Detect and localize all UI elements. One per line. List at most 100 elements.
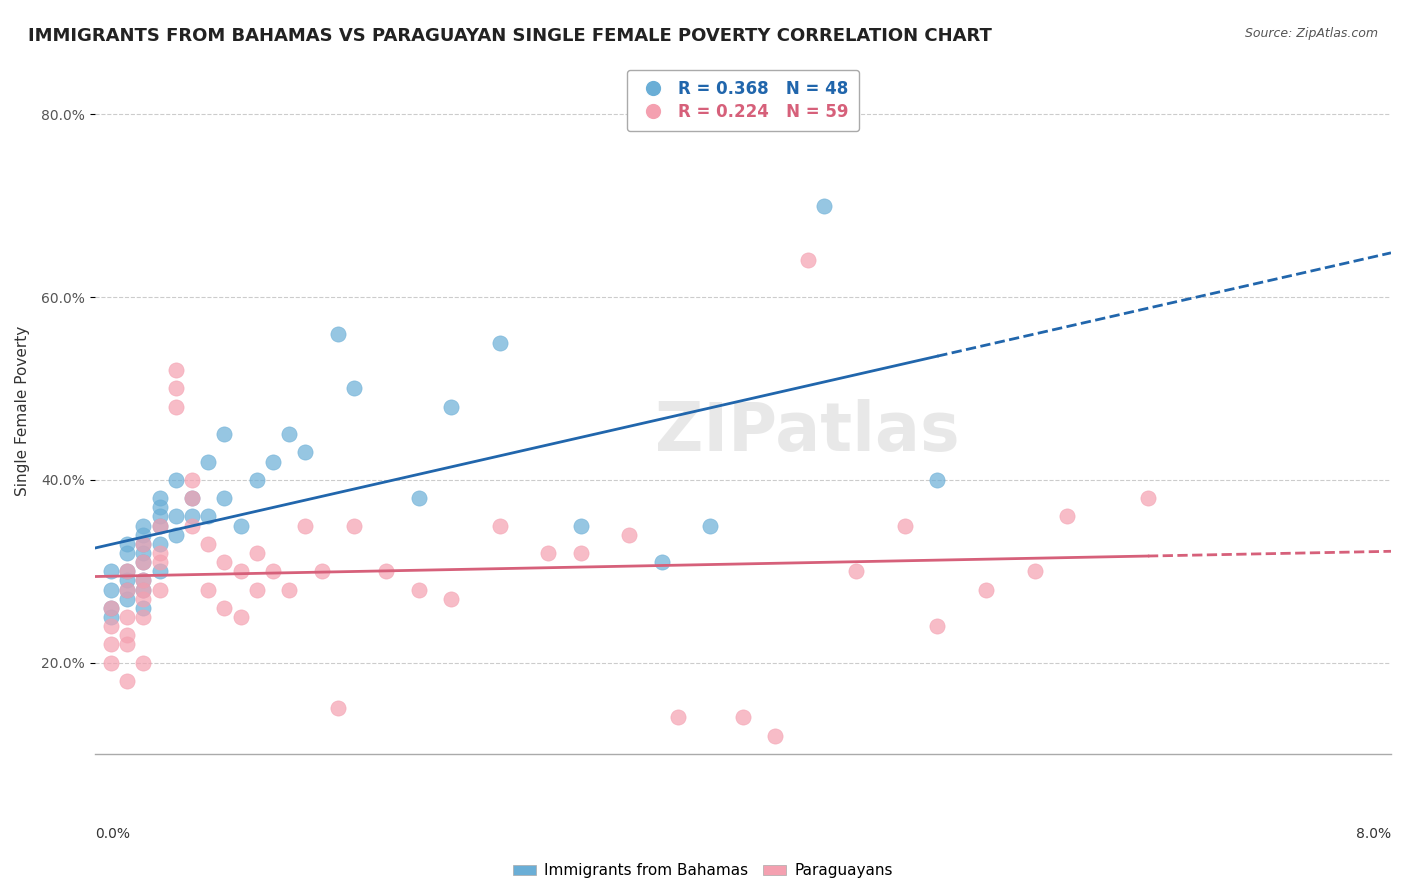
Point — [100, 600, 122, 615]
Point — [262, 454, 284, 468]
Point — [165, 400, 187, 414]
Point — [165, 363, 187, 377]
Point — [197, 537, 219, 551]
Point — [488, 335, 510, 350]
Point — [132, 527, 155, 541]
Point — [197, 582, 219, 597]
Point — [132, 518, 155, 533]
Point — [845, 564, 868, 578]
Point — [666, 710, 689, 724]
Point — [115, 628, 138, 642]
Point — [294, 518, 316, 533]
Point — [115, 582, 138, 597]
Point — [181, 473, 204, 487]
Point — [100, 610, 122, 624]
Point — [165, 527, 187, 541]
Point — [132, 591, 155, 606]
Point — [375, 564, 398, 578]
Point — [440, 400, 463, 414]
Point — [488, 518, 510, 533]
Point — [214, 600, 236, 615]
Point — [100, 619, 122, 633]
Text: IMMIGRANTS FROM BAHAMAS VS PARAGUAYAN SINGLE FEMALE POVERTY CORRELATION CHART: IMMIGRANTS FROM BAHAMAS VS PARAGUAYAN SI… — [28, 27, 993, 45]
Point — [148, 537, 170, 551]
Point — [246, 473, 269, 487]
Point — [197, 454, 219, 468]
Point — [311, 564, 333, 578]
Point — [148, 582, 170, 597]
Point — [229, 610, 252, 624]
Point — [214, 427, 236, 442]
Point — [115, 610, 138, 624]
Text: Source: ZipAtlas.com: Source: ZipAtlas.com — [1244, 27, 1378, 40]
Point — [132, 600, 155, 615]
Point — [132, 574, 155, 588]
Point — [115, 564, 138, 578]
Point — [796, 253, 818, 268]
Point — [100, 582, 122, 597]
Text: 8.0%: 8.0% — [1355, 827, 1391, 841]
Point — [651, 555, 673, 569]
Point — [115, 574, 138, 588]
Point — [132, 582, 155, 597]
Point — [148, 518, 170, 533]
Legend: R = 0.368   N = 48, R = 0.224   N = 59: R = 0.368 N = 48, R = 0.224 N = 59 — [627, 70, 859, 131]
Point — [132, 582, 155, 597]
Text: ZIPatlas: ZIPatlas — [655, 399, 960, 465]
Point — [148, 509, 170, 524]
Point — [115, 637, 138, 651]
Point — [246, 582, 269, 597]
Point — [1056, 509, 1078, 524]
Point — [181, 491, 204, 505]
Point — [115, 591, 138, 606]
Point — [148, 555, 170, 569]
Point — [278, 427, 301, 442]
Point — [148, 564, 170, 578]
Point — [229, 518, 252, 533]
Point — [115, 564, 138, 578]
Point — [343, 518, 366, 533]
Point — [927, 473, 949, 487]
Point — [197, 509, 219, 524]
Point — [100, 564, 122, 578]
Point — [132, 555, 155, 569]
Point — [115, 673, 138, 688]
Point — [699, 518, 721, 533]
Point — [1024, 564, 1046, 578]
Point — [181, 518, 204, 533]
Legend: Immigrants from Bahamas, Paraguayans: Immigrants from Bahamas, Paraguayans — [508, 857, 898, 884]
Point — [408, 491, 430, 505]
Point — [894, 518, 917, 533]
Point — [132, 574, 155, 588]
Point — [278, 582, 301, 597]
Point — [148, 500, 170, 515]
Point — [619, 527, 641, 541]
Point — [115, 546, 138, 560]
Point — [100, 656, 122, 670]
Point — [181, 491, 204, 505]
Point — [326, 701, 349, 715]
Point — [408, 582, 430, 597]
Point — [214, 555, 236, 569]
Point — [343, 381, 366, 395]
Point — [115, 537, 138, 551]
Point — [229, 564, 252, 578]
Text: 0.0%: 0.0% — [94, 827, 129, 841]
Point — [569, 518, 592, 533]
Point — [537, 546, 560, 560]
Point — [132, 546, 155, 560]
Point — [132, 537, 155, 551]
Point — [148, 546, 170, 560]
Point — [1136, 491, 1159, 505]
Point — [294, 445, 316, 459]
Point — [974, 582, 997, 597]
Point — [132, 656, 155, 670]
Point — [132, 610, 155, 624]
Point — [148, 518, 170, 533]
Point — [115, 582, 138, 597]
Y-axis label: Single Female Poverty: Single Female Poverty — [15, 326, 30, 497]
Point — [100, 637, 122, 651]
Point — [165, 381, 187, 395]
Point — [181, 509, 204, 524]
Point — [440, 591, 463, 606]
